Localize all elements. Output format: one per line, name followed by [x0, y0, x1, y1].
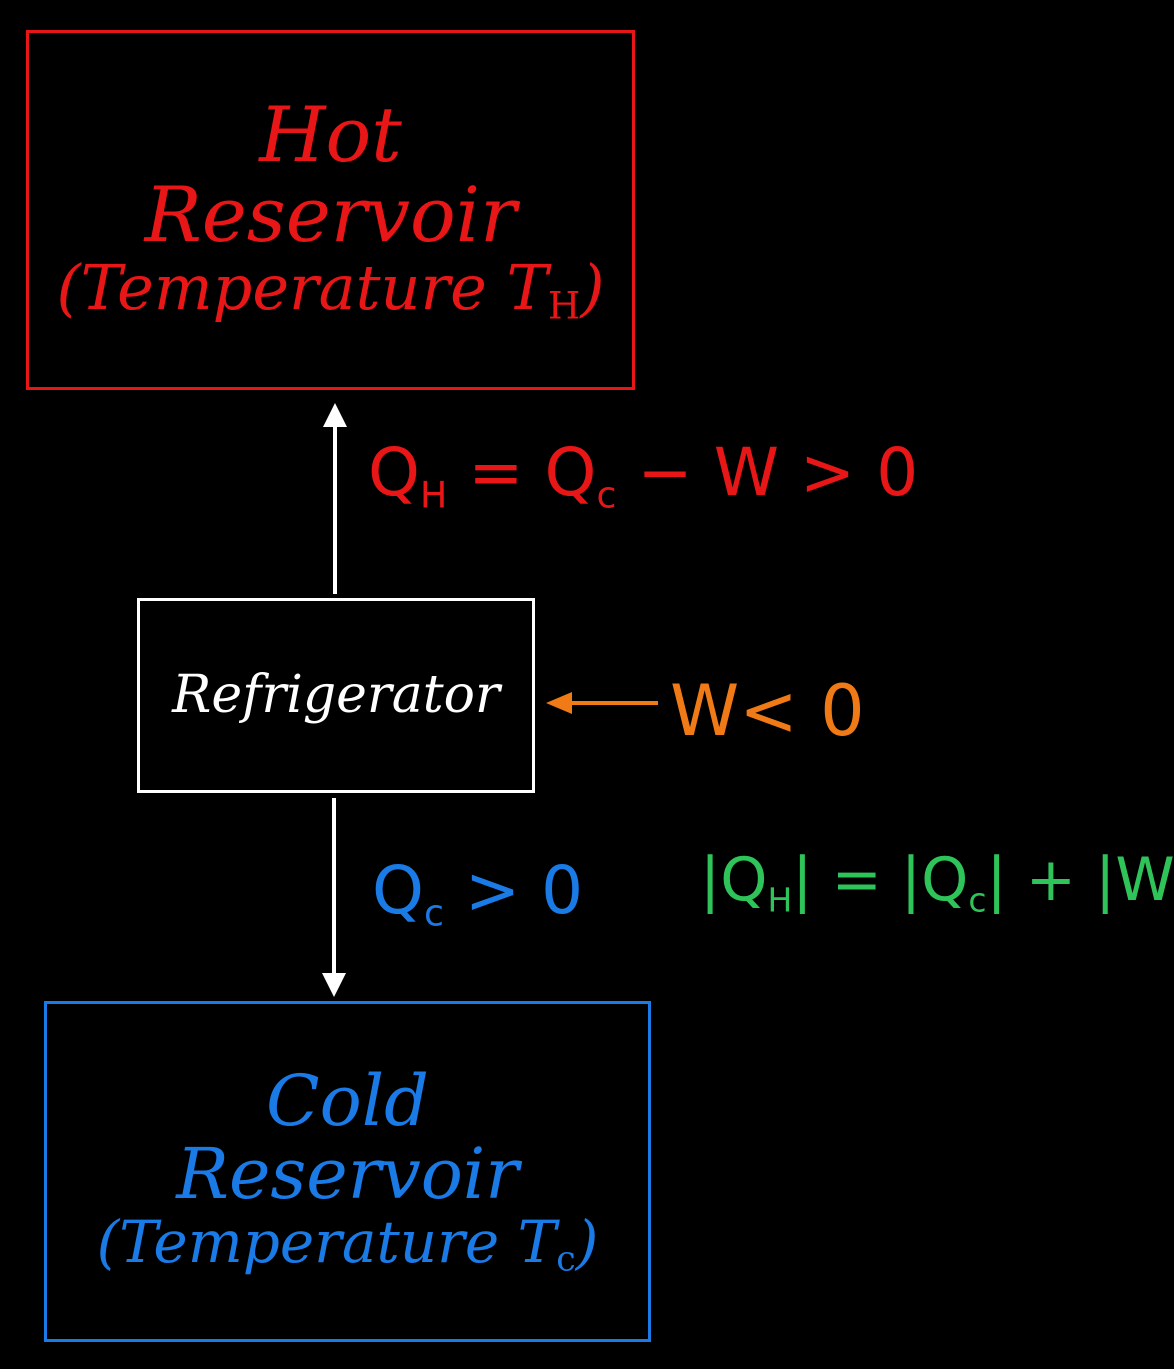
cold-temp-subscript: c [556, 1239, 576, 1280]
energy-balance-equation: |QH| = |Qc| + |W| [700, 850, 1174, 917]
hot-reservoir-subtitle: Reservoir [144, 169, 517, 259]
qc-subscript: c [423, 891, 444, 935]
refrigerator-label: Refrigerator [172, 665, 500, 726]
energy-part1: |Q [700, 845, 768, 915]
hot-temp-subscript: H [547, 282, 581, 327]
refrigerator-box: Refrigerator [137, 598, 535, 793]
cold-reservoir-subtitle: Reservoir [176, 1133, 519, 1216]
qc-subscript-in-qh: c [596, 473, 617, 517]
energy-sub2: c [968, 880, 987, 920]
qh-subscript: H [419, 473, 448, 517]
work-arrowhead [546, 692, 572, 714]
cold-reservoir-title: Cold [266, 1059, 429, 1142]
energy-sub1: H [767, 880, 793, 920]
cold-temp-suffix: ) [575, 1207, 599, 1276]
cold-reservoir-temperature: (Temperature Tc) [97, 1211, 599, 1280]
heat-to-hot-arrowhead [323, 403, 347, 427]
qh-rest: − W > 0 [616, 434, 919, 511]
energy-part2: | = |Q [792, 845, 969, 915]
heat-from-cold-arrowhead [322, 973, 346, 997]
energy-part3: | + |W| [986, 845, 1174, 915]
work-label: W< 0 [670, 670, 865, 752]
heat-cold-equation: Qc > 0 [372, 858, 583, 932]
hot-reservoir-temperature: (Temperature TH) [56, 255, 604, 325]
hot-reservoir-box: Hot Reservoir (Temperature TH) [26, 30, 635, 390]
cold-reservoir-box: Cold Reservoir (Temperature Tc) [44, 1001, 651, 1342]
hot-temp-prefix: (Temperature T [56, 250, 548, 324]
hot-temp-suffix: ) [580, 250, 605, 324]
qc-symbol: Q [372, 852, 424, 929]
hot-reservoir-title: Hot [259, 90, 402, 180]
qh-equals-q: = Q [447, 434, 597, 511]
cold-temp-prefix: (Temperature T [96, 1207, 557, 1276]
heat-hot-equation: QH = Qc − W > 0 [368, 440, 918, 514]
qh-symbol: Q [368, 434, 420, 511]
qc-rest: > 0 [443, 852, 584, 929]
